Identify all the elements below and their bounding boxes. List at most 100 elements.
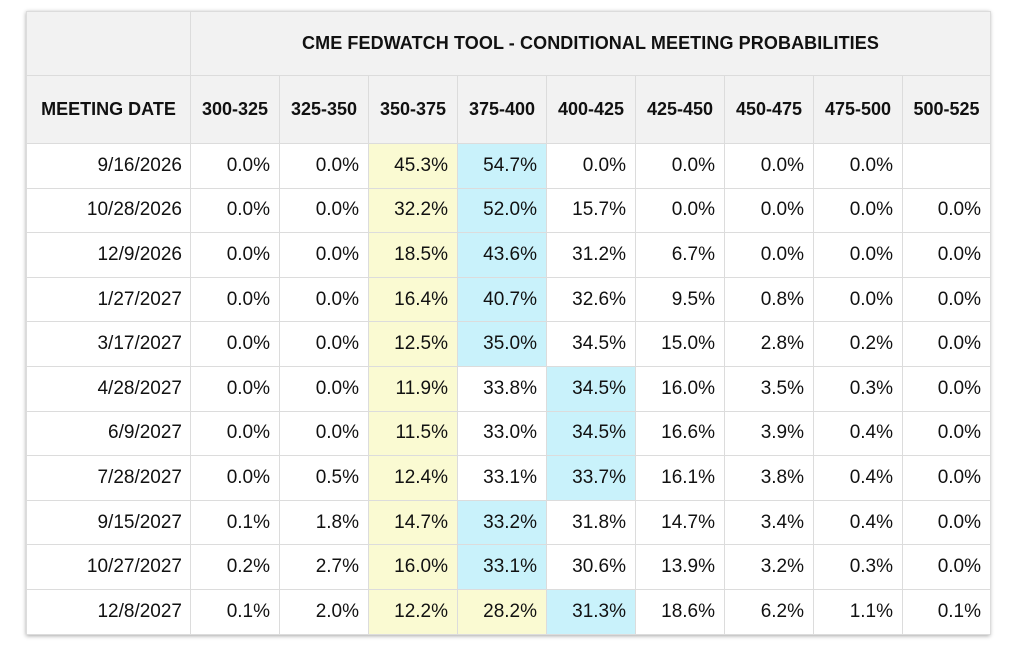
probability-cell: 0.1% [190, 499, 280, 546]
probability-cell: 1.8% [279, 499, 369, 546]
probability-cell: 33.2% [457, 499, 547, 546]
range-header-400-425[interactable]: 400-425 [546, 75, 636, 144]
table-row: 9/16/2026 0.0% 0.0% 45.3% 54.7% 0.0% 0.0% 0.0% 0… [26, 143, 991, 189]
probability-cell: 0.0% [813, 143, 903, 189]
table-row: 9/15/2027 0.1% 1.8% 14.7% 33.2% 31.8% 14.7% 3.4… [26, 499, 991, 546]
range-header-300-325[interactable]: 300-325 [190, 75, 280, 144]
meeting-date-cell: 12/8/2027 [26, 588, 191, 635]
probability-cell: 0.8% [724, 276, 814, 323]
probabilities-table-container: CME FEDWATCH TOOL - CONDITIONAL MEETING … [26, 11, 991, 635]
table-row: 1/27/2027 0.0% 0.0% 16.4% 40.7% 32.6% 9.5% 0.8%… [26, 276, 991, 323]
meeting-date-cell: 6/9/2027 [26, 410, 191, 457]
probability-cell: 0.0% [813, 232, 903, 278]
probability-cell: 31.2% [546, 232, 636, 278]
table-title: CME FEDWATCH TOOL - CONDITIONAL MEETING … [190, 11, 991, 76]
probability-cell: 3.9% [724, 410, 814, 457]
probability-cell: 45.3% [368, 143, 458, 189]
corner-cell [26, 11, 191, 76]
probability-cell: 0.0% [724, 143, 814, 189]
probability-cell: 0.0% [190, 232, 280, 278]
probability-cell: 11.9% [368, 365, 458, 412]
probability-cell: 0.0% [279, 365, 369, 412]
probability-cell: 12.4% [368, 455, 458, 501]
meeting-date-cell: 9/15/2027 [26, 499, 191, 546]
probability-cell: 0.0% [279, 232, 369, 278]
table-row: 4/28/2027 0.0% 0.0% 11.9% 33.8% 34.5% 16.0% 3.5… [26, 365, 991, 412]
meeting-date-cell: 12/9/2026 [26, 232, 191, 278]
probability-cell: 1.1% [813, 588, 903, 635]
probability-cell: 34.5% [546, 321, 636, 367]
header-row: MEETING DATE 300-325 325-350 350-375 375-40… [26, 75, 991, 144]
table-row: 12/8/2027 0.1% 2.0% 12.2% 28.2% 31.3% 18.6% 6.2… [26, 588, 991, 635]
table-body: 9/16/2026 0.0% 0.0% 45.3% 54.7% 0.0% 0.0% 0.0% 0… [26, 143, 991, 635]
probability-cell: 11.5% [368, 410, 458, 457]
meeting-date-cell: 10/27/2027 [26, 544, 191, 590]
probability-cell: 16.0% [635, 365, 725, 412]
table-row: 7/28/2027 0.0% 0.5% 12.4% 33.1% 33.7% 16.1% 3.8… [26, 455, 991, 501]
probability-cell: 0.0% [546, 143, 636, 189]
probability-cell: 0.4% [813, 455, 903, 501]
probability-cell: 33.1% [457, 455, 547, 501]
meeting-date-cell: 7/28/2027 [26, 455, 191, 501]
probability-cell: 0.0% [902, 276, 991, 323]
probability-cell: 6.7% [635, 232, 725, 278]
probability-cell: 15.0% [635, 321, 725, 367]
probability-cell: 13.9% [635, 544, 725, 590]
probability-cell: 3.5% [724, 365, 814, 412]
probability-cell: 0.0% [813, 187, 903, 234]
probability-cell: 0.0% [724, 187, 814, 234]
probability-cell: 0.0% [279, 187, 369, 234]
probability-cell: 31.3% [546, 588, 636, 635]
probability-cell: 16.1% [635, 455, 725, 501]
probability-cell: 0.1% [190, 588, 280, 635]
range-header-350-375[interactable]: 350-375 [368, 75, 458, 144]
table-row: 10/27/2027 0.2% 2.7% 16.0% 33.1% 30.6% 13.9% 3.… [26, 544, 991, 590]
probability-cell: 0.0% [635, 143, 725, 189]
probability-cell: 0.0% [190, 455, 280, 501]
table-row: 3/17/2027 0.0% 0.0% 12.5% 35.0% 34.5% 15.0% 2.8… [26, 321, 991, 367]
meeting-date-header[interactable]: MEETING DATE [26, 75, 191, 144]
probability-cell: 33.8% [457, 365, 547, 412]
probability-cell: 0.0% [190, 365, 280, 412]
table-row: 12/9/2026 0.0% 0.0% 18.5% 43.6% 31.2% 6.7% 0.0%… [26, 232, 991, 278]
probability-cell: 28.2% [457, 588, 547, 635]
probability-cell: 34.5% [546, 365, 636, 412]
range-header-500-525[interactable]: 500-525 [902, 75, 991, 144]
table-row: 6/9/2027 0.0% 0.0% 11.5% 33.0% 34.5% 16.6% 3.9%… [26, 410, 991, 457]
probability-cell: 9.5% [635, 276, 725, 323]
probability-cell: 31.8% [546, 499, 636, 546]
meeting-date-cell: 3/17/2027 [26, 321, 191, 367]
probability-cell: 2.0% [279, 588, 369, 635]
probability-cell: 32.6% [546, 276, 636, 323]
probability-cell: 0.0% [902, 455, 991, 501]
probability-cell: 33.1% [457, 544, 547, 590]
probability-cell: 0.3% [813, 365, 903, 412]
probability-cell: 52.0% [457, 187, 547, 234]
range-header-450-475[interactable]: 450-475 [724, 75, 814, 144]
probability-cell: 16.0% [368, 544, 458, 590]
probability-cell: 34.5% [546, 410, 636, 457]
range-header-475-500[interactable]: 475-500 [813, 75, 903, 144]
probability-cell: 0.0% [190, 143, 280, 189]
range-header-425-450[interactable]: 425-450 [635, 75, 725, 144]
probability-cell: 3.2% [724, 544, 814, 590]
probability-cell: 0.0% [279, 143, 369, 189]
probability-cell: 0.0% [813, 276, 903, 323]
probability-cell: 0.0% [190, 276, 280, 323]
range-header-325-350[interactable]: 325-350 [279, 75, 369, 144]
probability-cell: 0.2% [190, 544, 280, 590]
probability-cell: 18.6% [635, 588, 725, 635]
probability-cell: 16.4% [368, 276, 458, 323]
probability-cell: 0.0% [902, 232, 991, 278]
probability-cell: 0.3% [813, 544, 903, 590]
probability-cell: 15.7% [546, 187, 636, 234]
probability-cell: 0.4% [813, 410, 903, 457]
probability-cell: 0.0% [902, 499, 991, 546]
range-header-375-400[interactable]: 375-400 [457, 75, 547, 144]
probability-cell: 0.0% [279, 410, 369, 457]
probability-cell: 3.4% [724, 499, 814, 546]
probability-cell: 6.2% [724, 588, 814, 635]
probability-cell: 0.0% [724, 232, 814, 278]
meeting-date-cell: 10/28/2026 [26, 187, 191, 234]
probability-cell: 0.1% [902, 588, 991, 635]
